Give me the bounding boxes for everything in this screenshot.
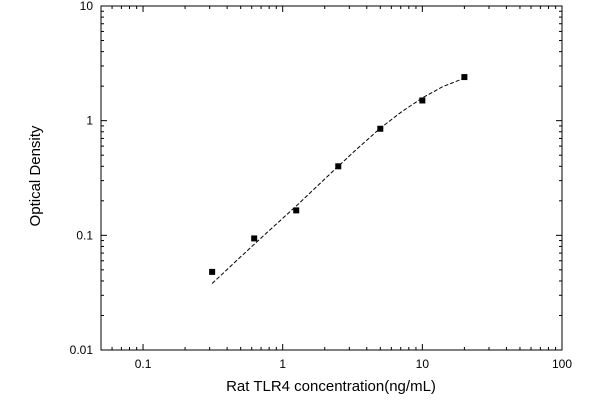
plot-area [100, 5, 563, 351]
data-point [377, 125, 384, 132]
fit-curve-line [211, 77, 465, 284]
y-tick-label: 0.01 [70, 343, 94, 357]
data-point [209, 268, 216, 275]
axis-ticks: 0.1 1 10 100 0.01 0.1 1 10 [70, 0, 573, 371]
data-point [335, 163, 342, 170]
x-axis-title: Rat TLR4 concentration(ng/mL) [226, 378, 436, 395]
data-points-layer [209, 74, 468, 275]
x-tick-label: 10 [416, 357, 430, 371]
data-point [461, 74, 468, 81]
x-tick-label: 0.1 [135, 357, 152, 371]
data-point [251, 235, 258, 242]
y-tick-label: 1 [86, 114, 93, 128]
data-point [293, 207, 300, 214]
y-axis-title: Optical Density [27, 125, 44, 226]
data-point [419, 97, 426, 104]
plot-border [100, 5, 563, 351]
y-tick-label: 0.1 [76, 228, 93, 242]
x-tick-label: 100 [552, 357, 572, 371]
fit-curve-layer [211, 77, 465, 284]
x-tick-label: 1 [279, 357, 286, 371]
y-tick-label: 10 [80, 0, 94, 13]
